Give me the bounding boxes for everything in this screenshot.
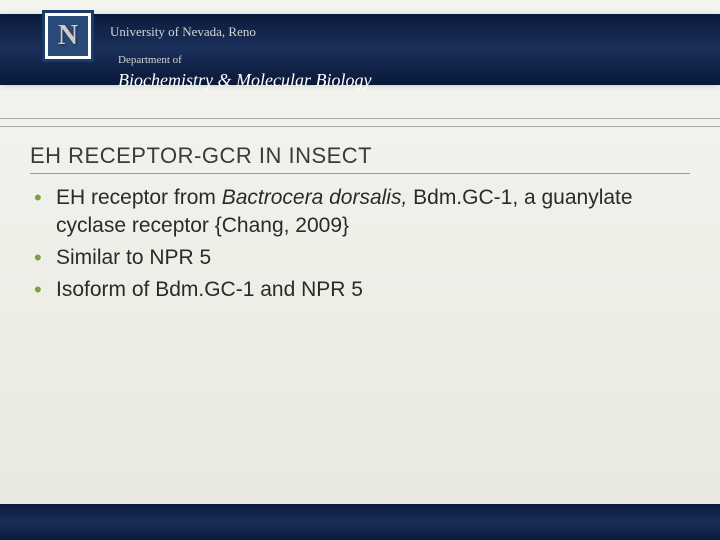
bullet-text: EH receptor from Bactrocera dorsalis, Bd… xyxy=(56,184,690,240)
bullet-item: • Isoform of Bdm.GC-1 and NPR 5 xyxy=(34,276,690,304)
bullet-item: • EH receptor from Bactrocera dorsalis, … xyxy=(34,184,690,240)
bullet-text-pre: Similar to NPR 5 xyxy=(56,246,211,269)
department-label: Department of xyxy=(118,54,182,66)
bullet-item: • Similar to NPR 5 xyxy=(34,244,690,272)
footer-band xyxy=(0,504,720,540)
bullet-text: Similar to NPR 5 xyxy=(56,244,211,272)
slide-content: • EH receptor from Bactrocera dorsalis, … xyxy=(34,184,690,308)
bullet-text-italic: Bactrocera dorsalis, xyxy=(222,186,408,209)
bullet-icon: • xyxy=(34,244,56,272)
bullet-icon: • xyxy=(34,276,56,304)
divider-lines xyxy=(0,118,720,128)
slide-title: EH RECEPTOR-GCR IN INSECT xyxy=(30,143,690,174)
bullet-text: Isoform of Bdm.GC-1 and NPR 5 xyxy=(56,276,363,304)
department-name: Biochemistry & Molecular Biology xyxy=(118,70,371,91)
logo-letter: N xyxy=(48,16,88,56)
bullet-text-pre: Isoform of Bdm.GC-1 and NPR 5 xyxy=(56,278,363,301)
university-logo: N xyxy=(42,10,94,62)
bullet-icon: • xyxy=(34,184,56,212)
bullet-text-pre: EH receptor from xyxy=(56,186,222,209)
university-name: University of Nevada, Reno xyxy=(110,24,256,40)
